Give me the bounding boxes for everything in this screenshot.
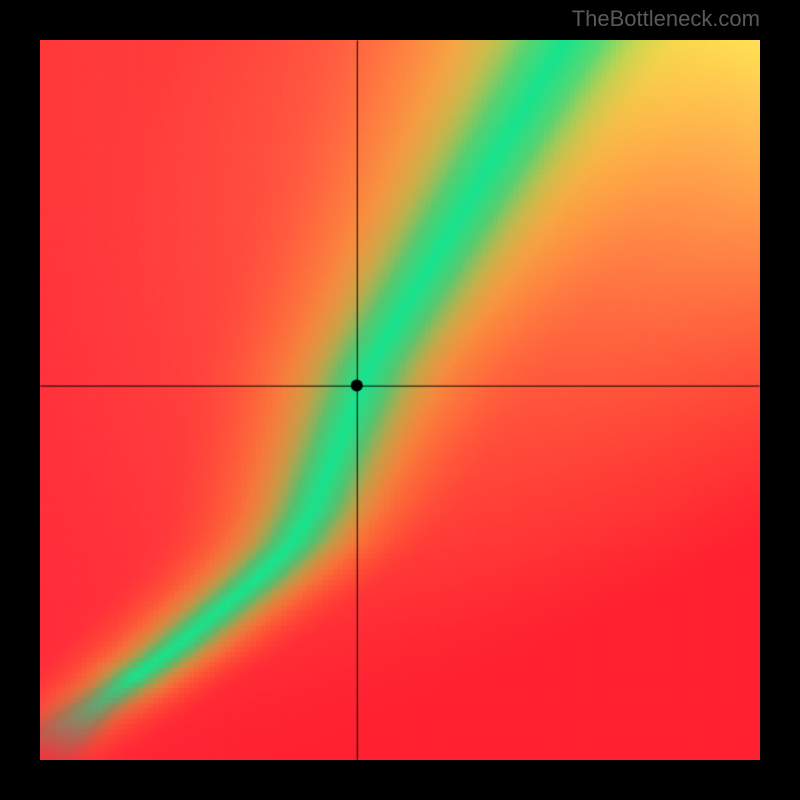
watermark-text: TheBottleneck.com: [572, 6, 760, 32]
bottleneck-heatmap: [40, 40, 760, 760]
chart-container: TheBottleneck.com: [0, 0, 800, 800]
